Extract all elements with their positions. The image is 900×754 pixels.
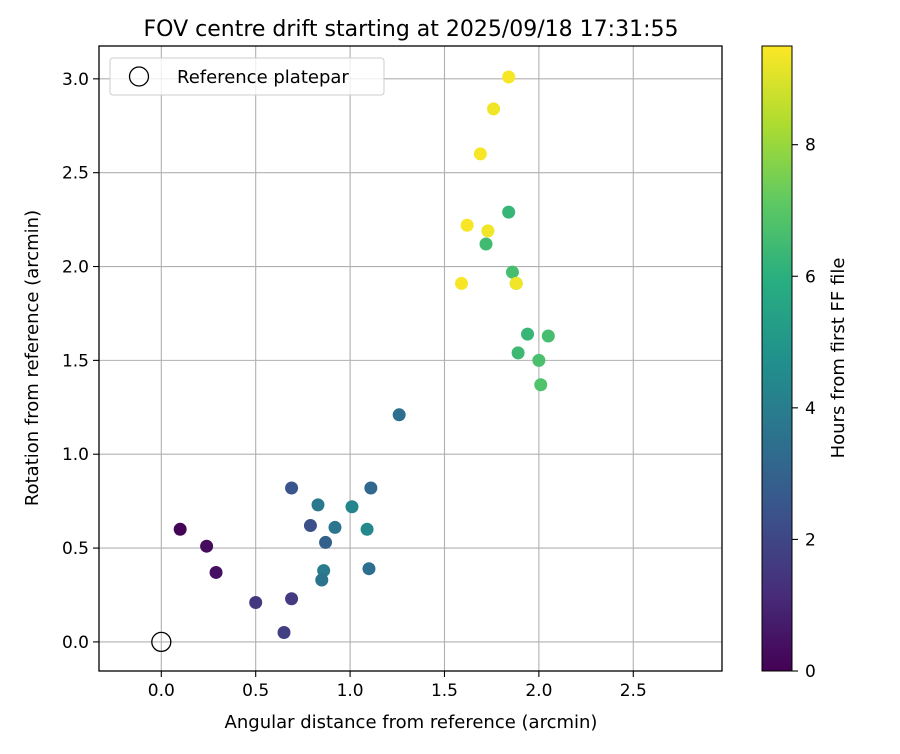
data-point <box>481 224 495 238</box>
colorbar-tick-label: 4 <box>805 399 816 419</box>
y-tick-label: 2.5 <box>62 164 89 184</box>
data-point <box>311 498 325 512</box>
x-tick-label: 1.5 <box>431 681 458 701</box>
data-point <box>328 520 342 534</box>
data-point <box>505 265 519 279</box>
x-tick-label: 2.0 <box>525 681 552 701</box>
reference-point <box>151 631 172 653</box>
data-point <box>345 500 359 514</box>
colorbar-tick-label: 6 <box>805 267 816 287</box>
data-point <box>315 573 329 587</box>
data-point <box>502 70 516 84</box>
colorbar-gradient <box>761 45 793 672</box>
y-tick-label: 0.0 <box>62 633 89 653</box>
data-point <box>362 562 376 576</box>
data-point <box>460 218 474 232</box>
data-point <box>509 276 523 290</box>
colorbar-tick-label: 0 <box>805 662 816 682</box>
y-tick-label: 3.0 <box>62 70 89 90</box>
data-point <box>285 481 299 495</box>
colorbar-tick-label: 8 <box>805 136 816 156</box>
data-point <box>319 535 333 549</box>
data-point <box>532 353 546 367</box>
colorbar-label: Hours from first FF file <box>828 258 849 459</box>
data-point <box>200 539 214 553</box>
data-point <box>521 327 535 341</box>
legend: Reference platepar <box>109 57 385 96</box>
y-tick-label: 2.0 <box>62 258 89 278</box>
colorbar: 0 2 4 6 8 Hours from first FF file <box>761 45 849 682</box>
x-axis-label: Angular distance from reference (arcmin) <box>225 712 598 733</box>
data-point <box>502 205 516 219</box>
x-tick-label: 0.5 <box>242 681 269 701</box>
chart-title: FOV centre drift starting at 2025/09/18 … <box>144 17 679 42</box>
data-point <box>541 329 555 343</box>
colorbar-tick-label: 2 <box>805 530 816 550</box>
data-point <box>473 147 487 161</box>
colorbar-ticks: 0 2 4 6 8 <box>792 136 816 682</box>
data-point <box>277 626 291 640</box>
data-point <box>454 276 468 290</box>
data-point <box>534 378 548 392</box>
axis-ticks: 0.0 0.5 1.0 1.5 2.0 2.5 0.0 0.5 1.0 1.5 2.0 2.5 3.0 <box>62 70 647 701</box>
data-point <box>487 102 501 116</box>
data-point <box>479 237 493 251</box>
data-point <box>249 595 263 609</box>
data-points <box>151 70 555 653</box>
plot-frame <box>98 45 723 672</box>
x-tick-label: 1.0 <box>337 681 364 701</box>
data-point <box>303 519 317 533</box>
x-tick-label: 0.0 <box>148 681 175 701</box>
y-axis-label: Rotation from reference (arcmin) <box>22 210 43 506</box>
legend-marker-reference <box>128 66 150 87</box>
data-point <box>364 481 378 495</box>
y-tick-label: 1.5 <box>62 351 89 371</box>
data-point <box>285 592 299 606</box>
data-point <box>360 522 374 536</box>
legend-box <box>109 57 385 96</box>
data-point <box>392 408 406 422</box>
legend-label-reference: Reference platepar <box>177 67 349 88</box>
y-tick-label: 1.0 <box>62 445 89 465</box>
x-tick-label: 2.5 <box>620 681 647 701</box>
data-point <box>511 346 525 360</box>
data-point <box>209 565 223 579</box>
data-point <box>173 522 187 536</box>
y-tick-label: 0.5 <box>62 539 89 559</box>
